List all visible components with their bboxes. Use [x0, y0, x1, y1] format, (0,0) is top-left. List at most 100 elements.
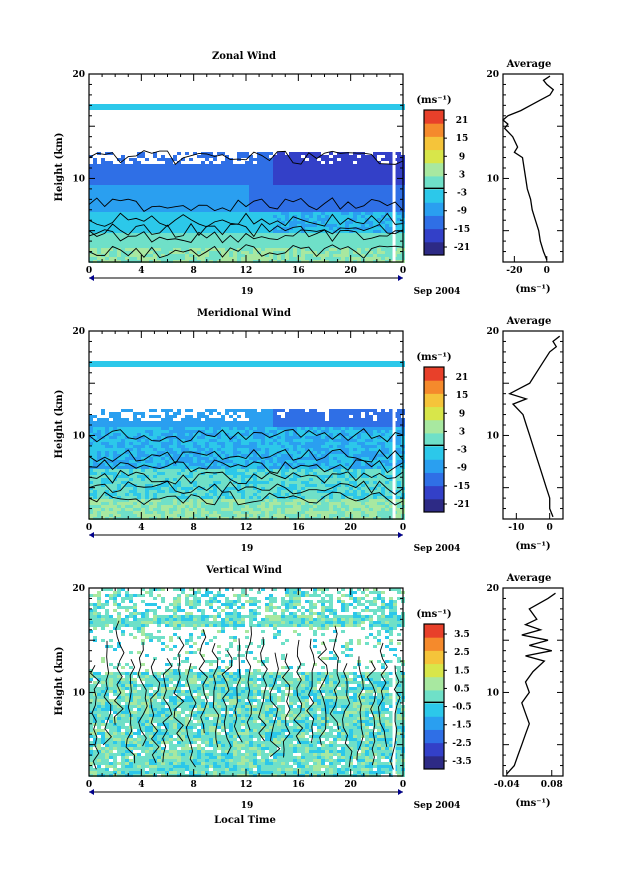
heatmap-cell	[101, 176, 105, 179]
heatmap-cell	[109, 451, 113, 454]
heatmap-cell	[185, 472, 189, 475]
heatmap-cell	[117, 251, 121, 254]
heatmap-cell	[225, 361, 229, 364]
heatmap-cell	[93, 158, 97, 161]
heatmap-cell	[149, 421, 153, 424]
heatmap-cell	[141, 245, 145, 248]
heatmap-cell	[345, 221, 349, 224]
heatmap-cell	[273, 245, 277, 248]
heatmap-cell	[257, 451, 261, 454]
heatmap-cell	[317, 197, 321, 200]
heatmap-cell	[297, 104, 301, 107]
heatmap-cell	[189, 242, 193, 245]
heatmap-cell	[397, 212, 401, 215]
heatmap-cell	[193, 448, 197, 451]
heatmap-cell	[257, 460, 261, 463]
heatmap-cell	[221, 361, 225, 364]
heatmap-cell	[149, 233, 153, 236]
heatmap-cell	[133, 206, 137, 209]
heatmap-cell	[97, 490, 101, 493]
heatmap-cell	[249, 484, 253, 487]
heatmap-cell	[165, 215, 169, 218]
heatmap-cell	[261, 209, 265, 212]
heatmap-cell	[253, 242, 257, 245]
heatmap-cell	[261, 152, 265, 155]
heatmap-cell	[177, 185, 181, 188]
heatmap-cell	[353, 185, 357, 188]
heatmap-cell	[101, 451, 105, 454]
heatmap-cell	[113, 469, 117, 472]
heatmap-cell	[101, 409, 105, 412]
heatmap-cell	[221, 227, 225, 230]
heatmap-cell	[137, 460, 141, 463]
heatmap-cell	[257, 478, 261, 481]
heatmap-cell	[349, 182, 353, 185]
heatmap-cell	[309, 167, 313, 170]
heatmap-cell	[133, 203, 137, 206]
heatmap-cell	[377, 179, 381, 182]
heatmap-cell	[277, 514, 281, 517]
heatmap-cell	[241, 409, 245, 412]
heatmap-cell	[273, 412, 277, 415]
heatmap-cell	[125, 203, 129, 206]
heatmap-cell	[201, 107, 205, 110]
heatmap-cell	[101, 179, 105, 182]
heatmap-cell	[385, 239, 389, 242]
heatmap-cell	[109, 493, 113, 496]
heatmap-cell	[213, 212, 217, 215]
heatmap-cell	[129, 185, 133, 188]
heatmap-cell	[121, 233, 125, 236]
x-tick-label: 20	[344, 266, 357, 276]
heatmap-cell	[209, 475, 213, 478]
heatmap-cell	[221, 433, 225, 436]
heatmap-cell	[181, 257, 185, 260]
heatmap-cell	[133, 167, 137, 170]
heatmap-cell	[137, 257, 141, 260]
date-label: Sep 2004	[414, 287, 461, 297]
heatmap-cell	[121, 158, 125, 161]
heatmap-cell	[321, 236, 325, 239]
heatmap-cell	[325, 164, 329, 167]
heatmap-cell	[177, 508, 181, 511]
heatmap-cell	[89, 233, 93, 236]
heatmap-cells	[89, 104, 405, 263]
heatmap-cell	[233, 409, 237, 412]
heatmap-cell	[229, 173, 233, 176]
heatmap-cell	[333, 176, 337, 179]
heatmap-cell	[161, 433, 165, 436]
heatmap-cell	[129, 472, 133, 475]
heatmap-cell	[145, 478, 149, 481]
heatmap-cell	[265, 155, 269, 158]
heatmap-cell	[105, 227, 109, 230]
heatmap-cell	[265, 418, 269, 421]
heatmap-cell	[329, 170, 333, 173]
heatmap-cell	[177, 466, 181, 469]
heatmap-cell	[293, 212, 297, 215]
heatmap-cell	[373, 161, 377, 164]
heatmap-cell	[273, 206, 277, 209]
heatmap-cell	[229, 427, 233, 430]
heatmap-cell	[305, 104, 309, 107]
heatmap-cell	[93, 475, 97, 478]
heatmap-cell	[309, 203, 313, 206]
heatmap-cell	[261, 424, 265, 427]
heatmap-cell	[213, 427, 217, 430]
heatmap-cell	[157, 200, 161, 203]
heatmap-cell	[229, 200, 233, 203]
heatmap-cell	[281, 451, 285, 454]
heatmap-cell	[197, 104, 201, 107]
heatmap-cell	[205, 364, 209, 367]
heatmap-cell	[185, 197, 189, 200]
heatmap-cell	[305, 227, 309, 230]
heatmap-cell	[161, 502, 165, 505]
heatmap-cell	[269, 430, 273, 433]
heatmap-cell	[229, 493, 233, 496]
heatmap-cell	[113, 433, 117, 436]
heatmap-cell	[201, 176, 205, 179]
heatmap-cell	[105, 230, 109, 233]
heatmap-cell	[269, 152, 273, 155]
heatmap-cell	[221, 209, 225, 212]
heatmap-cell	[381, 194, 385, 197]
heatmap-cell	[233, 364, 237, 367]
heatmap-cell	[373, 182, 377, 185]
